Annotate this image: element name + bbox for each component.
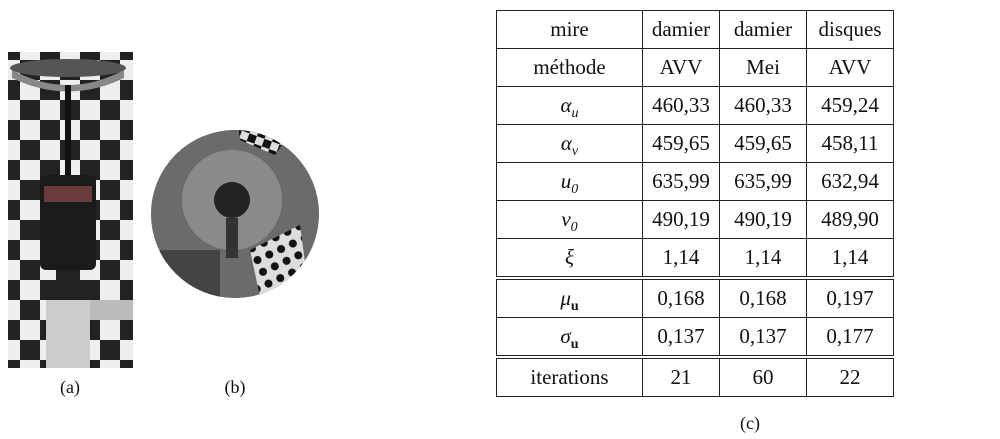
table-cell: 0,197 (806, 276, 894, 318)
table-row: v0 490,19 490,19 489,90 (496, 200, 894, 239)
table-row: αv 459,65 459,65 458,11 (496, 124, 894, 163)
symbol: v (561, 207, 571, 231)
caption: (a) (60, 377, 80, 397)
photo-a (8, 52, 133, 368)
table-cell: 459,65 (719, 124, 807, 163)
row-header: v0 (496, 200, 643, 239)
table-cell: disques (806, 10, 894, 49)
table-cell: 489,90 (806, 200, 894, 239)
symbol: α (560, 131, 572, 155)
table-cell: 21 (642, 355, 720, 397)
table-row: u0 635,99 635,99 632,94 (496, 162, 894, 201)
table-cell: 0,177 (806, 317, 894, 358)
subscript: u (571, 106, 579, 122)
table-cell: 632,94 (806, 162, 894, 201)
table-cell: 459,24 (806, 86, 894, 125)
caption: (c) (740, 413, 760, 433)
table-row: αu 460,33 460,33 459,24 (496, 86, 894, 125)
row-header: méthode (496, 48, 643, 87)
row-header: σu (496, 317, 643, 358)
table-cell: damier (642, 10, 720, 49)
table-cell: damier (719, 10, 807, 49)
symbol: μ (560, 286, 571, 310)
table-cell: 490,19 (719, 200, 807, 239)
symbol: ξ (565, 245, 574, 269)
caption: (b) (224, 377, 246, 397)
subscript: v (571, 144, 579, 160)
subscript: u (570, 299, 579, 315)
table-cell: 458,11 (806, 124, 894, 163)
table-cell: AVV (806, 48, 894, 87)
table-cell: 0,137 (642, 317, 720, 358)
row-header: μu (496, 276, 643, 318)
subscript: u (570, 337, 579, 353)
table-row: iterations 21 60 22 (496, 355, 894, 397)
row-header: u0 (496, 162, 643, 201)
table-cell: 0,137 (719, 317, 807, 358)
table-cell: AVV (642, 48, 720, 87)
table-cell: 22 (806, 355, 894, 397)
table-cell: 635,99 (719, 162, 807, 201)
subscript: 0 (570, 220, 578, 236)
row-header: mire (496, 10, 643, 49)
table-cell: 0,168 (642, 276, 720, 318)
table-row: mire damier damier disques (496, 10, 894, 49)
symbol: u (560, 169, 572, 193)
table-row: méthode AVV Mei AVV (496, 48, 894, 87)
table-cell: 1,14 (719, 238, 807, 279)
table-cell: Mei (719, 48, 807, 87)
row-header: αv (496, 124, 643, 163)
table-cell: 1,14 (806, 238, 894, 279)
table-cell: 460,33 (642, 86, 720, 125)
table-row: ξ 1,14 1,14 1,14 (496, 238, 894, 279)
table-cell: 635,99 (642, 162, 720, 201)
photo-b (151, 130, 319, 298)
row-header: iterations (496, 355, 643, 397)
table-cell: 490,19 (642, 200, 720, 239)
table-cell: 460,33 (719, 86, 807, 125)
table-cell: 1,14 (642, 238, 720, 279)
symbol: σ (560, 324, 571, 348)
table-cell: 60 (719, 355, 807, 397)
row-header: αu (496, 86, 643, 125)
table-cell: 0,168 (719, 276, 807, 318)
row-header: ξ (496, 238, 643, 279)
table-row: σu 0,137 0,137 0,177 (496, 317, 894, 358)
subscript: 0 (571, 182, 579, 198)
table-cell: 459,65 (642, 124, 720, 163)
results-table: mire damier damier disques méthode AVV Mei AVV α… (496, 10, 894, 397)
table-row: μu 0,168 0,168 0,197 (496, 276, 894, 318)
symbol: α (560, 93, 572, 117)
figure-images (8, 52, 319, 368)
